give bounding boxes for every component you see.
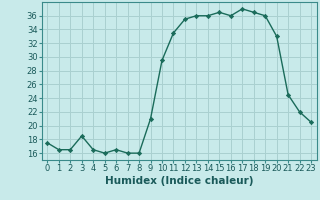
X-axis label: Humidex (Indice chaleur): Humidex (Indice chaleur) [105, 176, 253, 186]
